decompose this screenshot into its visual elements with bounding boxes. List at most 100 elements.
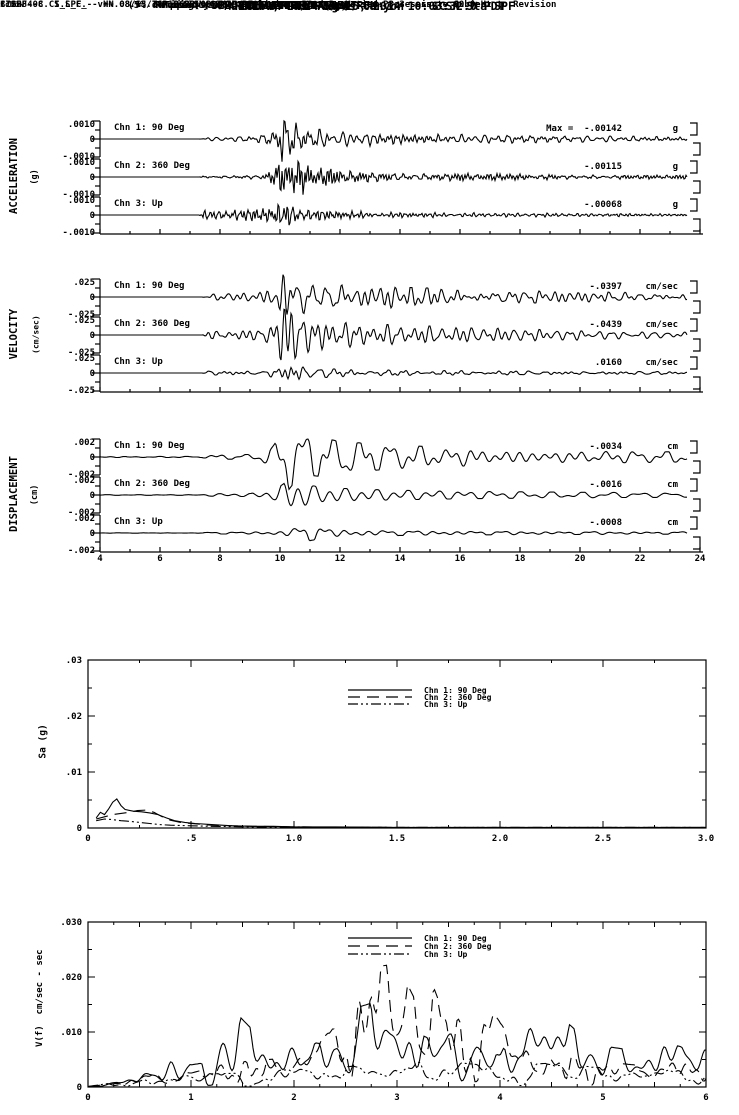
waveform-trace [100,119,688,162]
displacement-traces-plot: Chn 1: 90 Deg .002 0 -.002 -.0034 cm Chn 2: 36… [68,438,706,564]
y-tick-label: .0010 [68,120,95,130]
spectrum-curve [87,1002,707,1088]
y-tick-label: -.002 [68,508,95,518]
y-tick-label: .025 [73,278,95,288]
waveform-trace [100,308,688,361]
y-tick-label: 0 [77,824,82,834]
peak-unit-label: cm/sec [645,358,678,368]
channel-label: Chn 1: 90 Deg [114,123,184,133]
y-tick-label: -.025 [68,310,95,320]
x-tick-label: .5 [186,834,197,844]
spectral-acceleration-plot: 0 .5 1.0 1.5 2.0 2.5 3.0 .03 .02 .01 0 Chn 1: 90 De… [66,656,714,844]
y-tick-label: .002 [73,476,95,486]
scale-bracket [693,460,701,474]
plot-border [87,659,707,829]
scale-bracket [693,338,701,352]
y-tick-label: .002 [73,438,95,448]
spectrum-curve [95,798,706,828]
y-tick-label: 0 [77,1083,82,1093]
acceleration-title: ACCELERATION (g) [241,0,347,12]
peak-unit-label: cm [667,518,678,528]
peak-value-label: -.0008 [589,518,622,528]
scale-bracket [690,356,698,370]
y-tick-label: 0 [90,529,95,539]
peak-unit-label: cm/sec [645,282,678,292]
velocity-title: VELOCITY (cm/sec) [237,0,351,12]
y-tick-label: 0 [90,453,95,463]
y-tick-label: 0 [90,369,95,379]
y-tick-label: .0010 [68,158,95,168]
x-tick-label: 2.0 [492,834,508,844]
scale-bracket [693,300,701,314]
y-tick-label: .010 [60,1028,82,1038]
y-tick-label: 0 [90,135,95,145]
waveform-trace [100,159,688,195]
station-title: Mailibu, Las Flores Canyon SCSN Sta SPF [224,0,515,13]
x-tick-label: 14 [395,554,406,564]
channel-label: Chn 2: 360 Deg [114,319,190,329]
x-tick-label: 10 [275,554,286,564]
legend-label: Chn 2: 360 Deg [424,693,492,702]
channel-label: Chn 1: 90 Deg [114,441,184,451]
y-tick-label: .002 [73,514,95,524]
x-tick-label: 2 [291,1093,296,1103]
scale-bracket [690,318,698,332]
scale-bracket [690,198,698,212]
x-tick-label: 1 [188,1093,193,1103]
spectrum-curve [96,809,706,828]
scale-bracket [693,536,701,550]
x-tick-label: 0 [85,1093,90,1103]
scale-bracket [693,180,701,194]
period-axis-label: Period (sec) [161,0,234,11]
x-tick-label: 3 [394,1093,399,1103]
scale-bracket [690,516,698,530]
x-tick-label: 6 [157,554,162,564]
scale-bracket [690,160,698,174]
y-tick-label: -.0010 [62,152,95,162]
scale-bracket [690,122,698,136]
peak-unit-label: cm/sec [645,320,678,330]
x-tick-label: 18 [515,554,526,564]
waveform-trace [100,274,688,315]
y-tick-label: -.025 [68,386,95,396]
channel-label: Chn 3: Up [114,199,163,209]
sa-title: SPECTRAL ACCELERATION, Sa [211,0,377,12]
plot-border [87,921,707,1088]
peak-value-label: -.0034 [589,442,622,452]
y-tick-label: -.002 [68,546,95,556]
x-tick-label: 20 [575,554,586,564]
fourier-title: VELOCITY FOURIER SPECTRUM [211,0,377,12]
peak-value-label: -.00115 [584,162,622,172]
y-tick-label: .020 [60,973,82,983]
x-tick-label: 4 [97,554,103,564]
y-tick-label: -.0010 [62,228,95,238]
x-tick-label: 16 [455,554,466,564]
peak-unit-label: g [673,124,678,134]
peak-value-label: -.00068 [584,200,622,210]
velocity-traces-plot: Chn 1: 90 Deg .025 0 -.025 -.0397 cm/sec Chn 2… [68,274,703,396]
y-tick-label: 0 [90,211,95,221]
record-datetime: Rcrd of Fri Aug 15, 2014 10:03:32.0 PDT [234,0,505,13]
spectrum-curve [87,1061,707,1088]
scale-bracket [693,218,701,232]
frequency-axis-label: Frequency (Hz) [155,0,240,11]
channel-label: Chn 3: Up [114,357,163,367]
damping-note: (5% damping) [127,0,200,11]
peak-value-label: Max = -.00142 [546,124,622,134]
fc-corner-note: fcHöw [0,0,25,9]
record-id-footer: 37258408.CI.SPF.--.HN 08/15/14 10:32:08 [0,0,212,10]
x-tick-label: 22 [635,554,646,564]
scale-bracket [693,376,701,390]
x-tick-label: 5 [600,1093,605,1103]
y-tick-label: 0 [90,491,95,501]
scale-bracket [693,498,701,512]
scale-bracket [690,280,698,294]
y-tick-label: .0010 [68,196,95,206]
y-tick-label: -.025 [68,348,95,358]
frequency-band-note: Frequency Band Processed: 3.3 secs to 40… [247,0,492,10]
x-tick-label: 2.5 [595,834,611,844]
y-tick-label: -.0010 [62,190,95,200]
waveform-trace [99,438,688,491]
scale-bracket [693,142,701,156]
